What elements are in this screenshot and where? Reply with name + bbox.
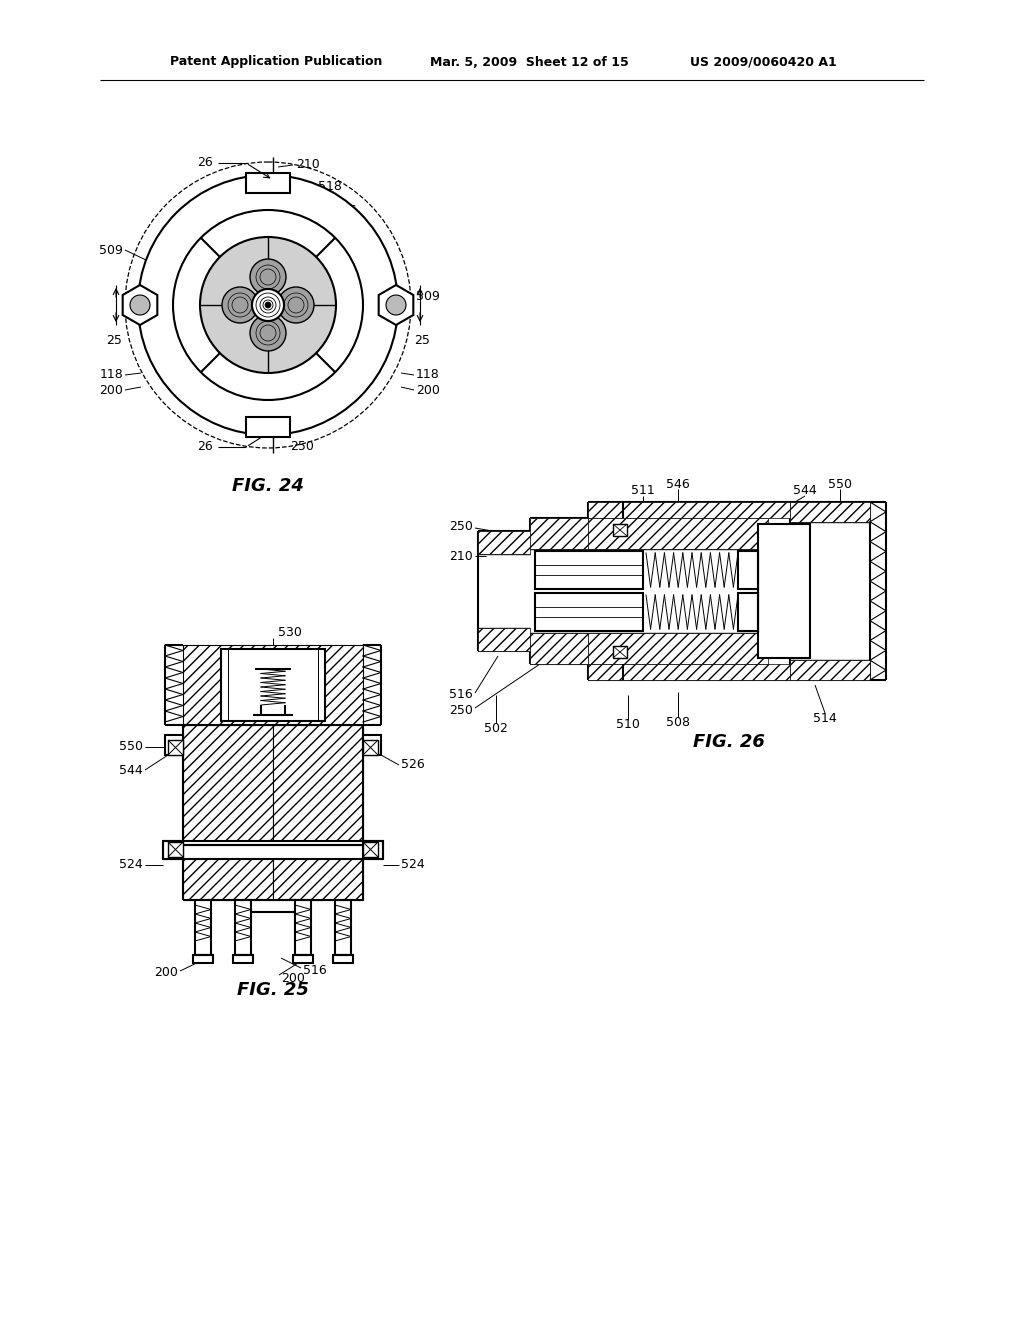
Text: 514: 514 [813,711,837,725]
Text: FIG. 26: FIG. 26 [693,733,765,751]
Circle shape [130,294,150,315]
Text: 118: 118 [99,368,123,381]
Text: 550: 550 [828,478,852,491]
Bar [790,660,870,680]
Bar [758,524,810,657]
Text: 250: 250 [450,520,473,532]
Bar [335,900,351,954]
Bar [588,634,768,664]
Text: 118: 118 [416,368,439,381]
Text: 516: 516 [303,964,327,977]
Text: 250: 250 [450,704,473,717]
Bar [293,954,313,964]
Text: 508: 508 [666,715,690,729]
Text: 524: 524 [119,858,143,871]
Circle shape [265,302,271,308]
Bar [790,502,870,521]
Circle shape [252,289,284,321]
Text: 524: 524 [401,858,425,871]
Text: Mar. 5, 2009  Sheet 12 of 15: Mar. 5, 2009 Sheet 12 of 15 [430,55,629,69]
Bar [588,502,790,517]
Text: 544: 544 [119,763,143,776]
Bar [234,900,251,954]
Bar [535,550,643,589]
Bar [530,634,588,664]
Text: 511: 511 [631,484,655,498]
Bar [183,725,273,845]
Text: 502: 502 [484,722,508,734]
Text: 25: 25 [106,334,122,346]
Text: 546: 546 [667,478,690,491]
Circle shape [278,286,314,323]
Bar [530,517,588,549]
Bar [233,954,253,964]
Text: 526: 526 [401,759,425,771]
Text: 26: 26 [198,157,213,169]
Bar [183,845,273,900]
Bar [738,550,758,589]
Circle shape [222,286,258,323]
Bar [588,517,768,549]
Text: 550: 550 [119,741,143,754]
Bar [588,664,790,680]
Text: FIG. 25: FIG. 25 [238,981,309,999]
Circle shape [250,315,286,351]
Text: 509: 509 [99,243,123,256]
Text: 200: 200 [416,384,440,396]
Text: 544: 544 [794,484,817,498]
Bar [246,417,290,437]
Bar [738,593,758,631]
Bar [273,845,362,900]
Circle shape [200,238,336,374]
Bar [362,735,381,755]
Bar [193,954,213,964]
Bar [168,741,183,755]
Circle shape [173,210,362,400]
Bar [535,593,643,631]
Text: 530: 530 [278,627,302,639]
Bar [246,173,290,193]
Bar [613,524,627,536]
Text: FIG. 24: FIG. 24 [232,477,304,495]
Text: 210: 210 [296,158,319,172]
Bar [168,842,183,857]
Text: Patent Application Publication: Patent Application Publication [170,55,382,69]
Text: 510: 510 [616,718,640,731]
Bar [248,900,298,912]
Bar [478,628,530,651]
Bar [478,531,530,554]
Text: 210: 210 [450,549,473,562]
Text: 200: 200 [155,966,178,979]
Circle shape [138,176,398,436]
Bar [183,645,362,725]
Bar [273,725,362,845]
Text: 516: 516 [450,689,473,701]
Bar [362,842,378,857]
Text: 26: 26 [198,441,213,454]
Text: 518: 518 [318,181,342,194]
Text: 200: 200 [99,384,123,396]
Circle shape [386,294,406,315]
Text: US 2009/0060420 A1: US 2009/0060420 A1 [690,55,837,69]
Bar [613,645,627,657]
Polygon shape [379,285,414,325]
Text: 25: 25 [414,334,430,346]
Bar [221,649,325,721]
Circle shape [250,259,286,294]
Text: 236: 236 [333,203,356,216]
Bar [295,900,311,954]
Bar [165,735,183,755]
Bar [362,741,378,755]
Text: 200: 200 [281,972,305,985]
Text: 509: 509 [416,290,440,304]
Bar [195,900,211,954]
Polygon shape [123,285,158,325]
Bar [163,841,383,859]
Bar [333,954,353,964]
Text: 250: 250 [290,441,314,454]
